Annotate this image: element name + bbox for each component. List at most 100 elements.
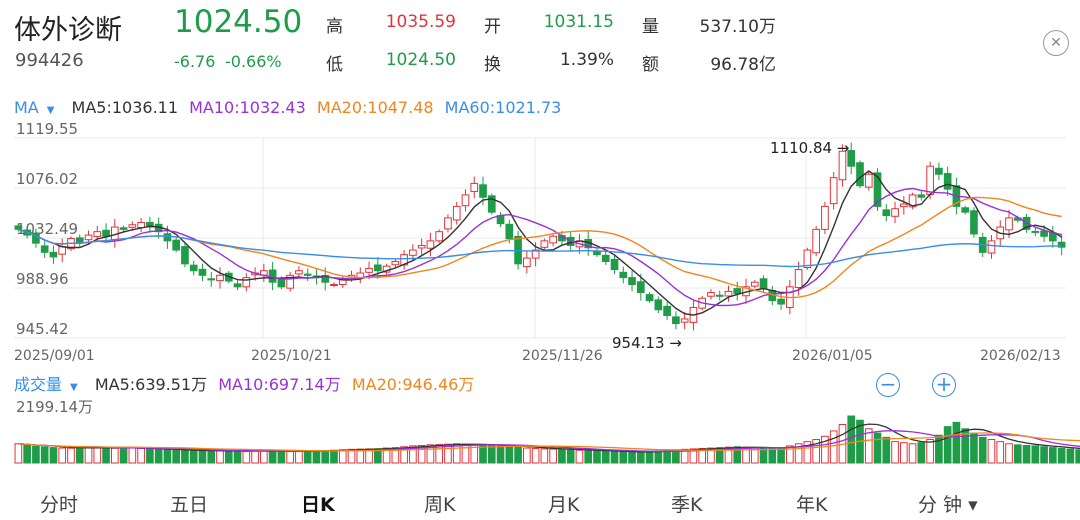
volume-bar — [58, 447, 67, 464]
candle — [847, 150, 856, 167]
volume-bar — [75, 447, 84, 464]
candle — [330, 283, 338, 286]
volume-bar — [935, 434, 943, 464]
ma-selector[interactable]: MA ▼ — [14, 98, 60, 117]
candle — [286, 274, 294, 289]
volume-bar — [505, 445, 514, 464]
candle — [198, 268, 207, 276]
zoom-out-icon[interactable]: − — [876, 373, 900, 397]
tab-five-day[interactable]: 五日 — [170, 494, 209, 516]
x-axis-label: 2025/09/01 — [14, 348, 95, 364]
candle — [409, 249, 417, 256]
candle — [838, 150, 847, 181]
candle — [479, 184, 487, 198]
candle — [277, 278, 286, 288]
volume-bar — [181, 449, 189, 464]
tab-yearly-k[interactable]: 年K — [796, 494, 828, 516]
candle — [417, 244, 426, 249]
y-tick-label: 1119.55 — [16, 120, 78, 138]
volume-bar — [417, 444, 426, 464]
candle — [636, 281, 645, 294]
volume-bar — [952, 421, 961, 464]
volume-bar — [32, 445, 40, 464]
volume-bar — [40, 446, 49, 464]
candle — [601, 254, 610, 263]
high-annotation: 1110.84 → — [770, 139, 849, 157]
candle — [654, 299, 663, 311]
stat-label-turnover: 换 — [484, 55, 501, 75]
candle — [373, 264, 382, 272]
volume-bar — [978, 436, 987, 464]
candle — [943, 173, 952, 190]
volume-bar — [593, 450, 601, 464]
volume-bar — [137, 447, 145, 464]
volume-bar — [794, 443, 803, 464]
volume-bar — [899, 442, 908, 464]
volume-bar — [1075, 449, 1080, 464]
vol-ma20-value: MA20:946.46万 — [351, 375, 475, 394]
ma20-value: MA20:1047.48 — [316, 98, 434, 117]
volume-bar — [803, 441, 812, 464]
tab-intraday[interactable]: 分时 — [40, 494, 79, 516]
price-change: -6.76 — [174, 52, 216, 71]
candle — [821, 205, 829, 230]
candle — [181, 246, 189, 265]
x-axis-label: 2025/10/21 — [251, 348, 332, 364]
volume-bar — [891, 441, 899, 464]
low-annotation: 954.13 → — [612, 334, 682, 352]
volume-bar — [926, 438, 934, 464]
volume-bar — [970, 432, 978, 464]
volume-bar — [119, 447, 128, 464]
candle — [1031, 230, 1040, 233]
volume-bar — [189, 450, 198, 464]
volume-bar — [1031, 445, 1040, 464]
volume-bar — [768, 447, 777, 464]
volume-bar — [689, 448, 698, 464]
candle — [759, 278, 768, 290]
volume-bar — [216, 450, 224, 464]
volume-bar — [698, 447, 707, 464]
volume-bar — [584, 450, 593, 464]
volume-legend: 成交量 ▼ MA5:639.51万 MA10:697.14万 MA20:946.4… — [14, 371, 480, 395]
volume-bar — [251, 450, 259, 464]
tab-quarterly-k[interactable]: 季K — [671, 494, 703, 516]
close-icon[interactable]: ✕ — [1043, 30, 1069, 56]
volume-bar — [628, 451, 636, 464]
volume-bar — [172, 449, 181, 464]
volume-bar — [67, 447, 75, 464]
volume-bar — [487, 444, 496, 464]
candle — [540, 240, 549, 248]
candle — [470, 182, 479, 192]
volume-bar — [23, 444, 31, 464]
ma10-line — [18, 187, 1062, 307]
volume-bar — [338, 449, 347, 464]
candle — [680, 318, 689, 323]
ma-selector-label: MA — [14, 98, 39, 117]
candle — [891, 208, 899, 217]
kline-chart[interactable]: 1119.551076.021032.49988.96945.421110.84… — [0, 120, 1080, 370]
tab-monthly-k[interactable]: 月K — [548, 494, 580, 516]
candle — [435, 231, 444, 242]
volume-bar — [163, 449, 172, 464]
volume-bar — [224, 450, 233, 464]
y-tick-label: 1076.02 — [16, 170, 78, 188]
volume-bar — [829, 430, 838, 464]
candle — [163, 233, 172, 242]
stat-value-amount: 96.78亿 — [710, 55, 776, 75]
tab-weekly-k[interactable]: 周K — [424, 494, 456, 516]
volume-chart[interactable]: 2199.14万 — [0, 396, 1080, 468]
ma5-value: MA5:1036.11 — [71, 98, 179, 117]
volume-selector[interactable]: 成交量 ▼ — [14, 375, 84, 394]
volume-bar — [426, 444, 435, 464]
zoom-in-icon[interactable]: + — [932, 373, 956, 397]
volume-bar — [49, 447, 58, 464]
volume-bar — [286, 450, 294, 464]
candle — [452, 205, 461, 221]
volume-bar — [759, 447, 768, 464]
volume-bar — [146, 448, 154, 464]
volume-bar — [873, 432, 882, 464]
volume-ma5-line — [18, 423, 1080, 453]
y-tick-label: 945.42 — [16, 320, 69, 338]
tab-daily-k[interactable]: 日K — [301, 494, 335, 516]
tab-minute[interactable]: 分 钟 ▾ — [918, 494, 978, 516]
